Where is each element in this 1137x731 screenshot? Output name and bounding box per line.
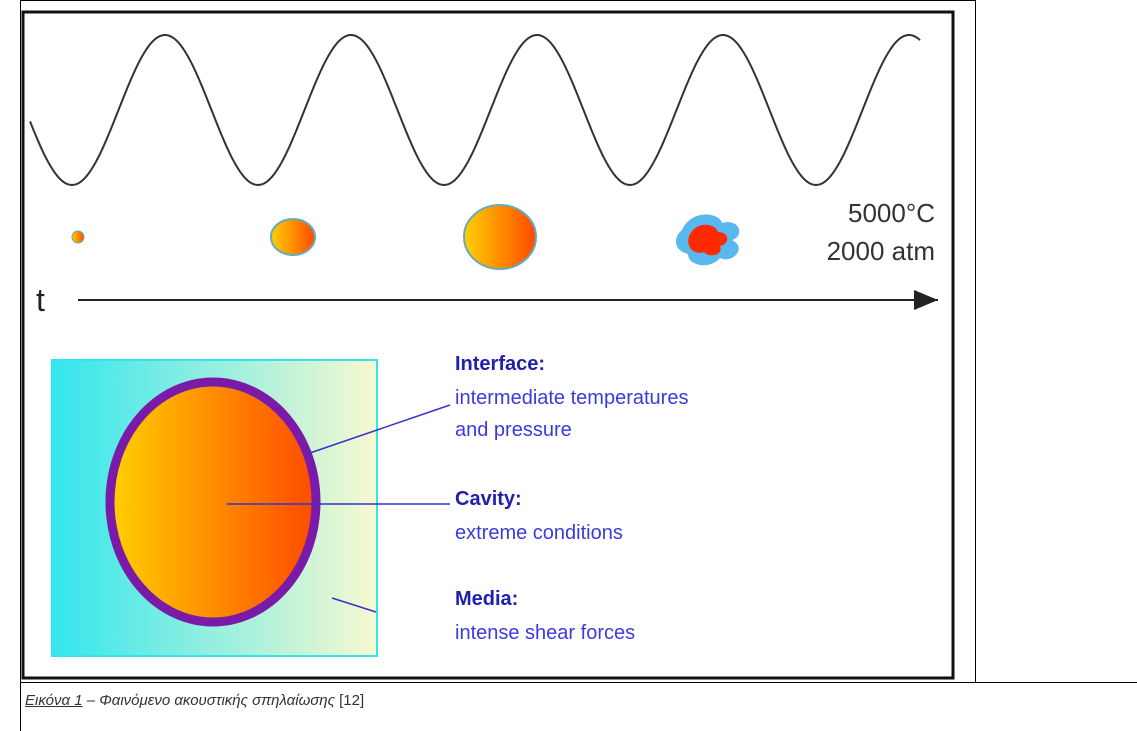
bubble [271, 219, 315, 255]
label-text: and pressure [455, 419, 572, 441]
label-text: intense shear forces [455, 622, 635, 644]
table-border [20, 682, 1137, 683]
temperature: 5000°C [848, 198, 935, 228]
figure: 5000°C 2000 atm t Interface: intermediate… [20, 8, 960, 680]
caption-reference: [12] [339, 692, 364, 709]
caption: Εικόνα 1 – Φαινόμενο ακουστικής σπηλαίωσ… [25, 692, 364, 709]
label-text: intermediate temperatures [455, 387, 688, 409]
time-label: t [36, 282, 45, 318]
table-border [20, 0, 975, 1]
page: 5000°C 2000 atm t Interface: intermediate… [0, 0, 1137, 731]
label-title: Media: [455, 588, 518, 610]
caption-label: Εικόνα 1 [25, 692, 83, 709]
label-text: extreme conditions [455, 522, 623, 544]
cavity [110, 382, 316, 622]
label-title: Interface: [455, 353, 545, 375]
bubble [464, 205, 536, 269]
bubble [72, 231, 84, 243]
table-border [975, 0, 976, 682]
pressure: 2000 atm [827, 236, 935, 266]
label-title: Cavity: [455, 488, 522, 510]
caption-text: – Φαινόμενο ακουστικής σπηλαίωσης [87, 692, 335, 709]
